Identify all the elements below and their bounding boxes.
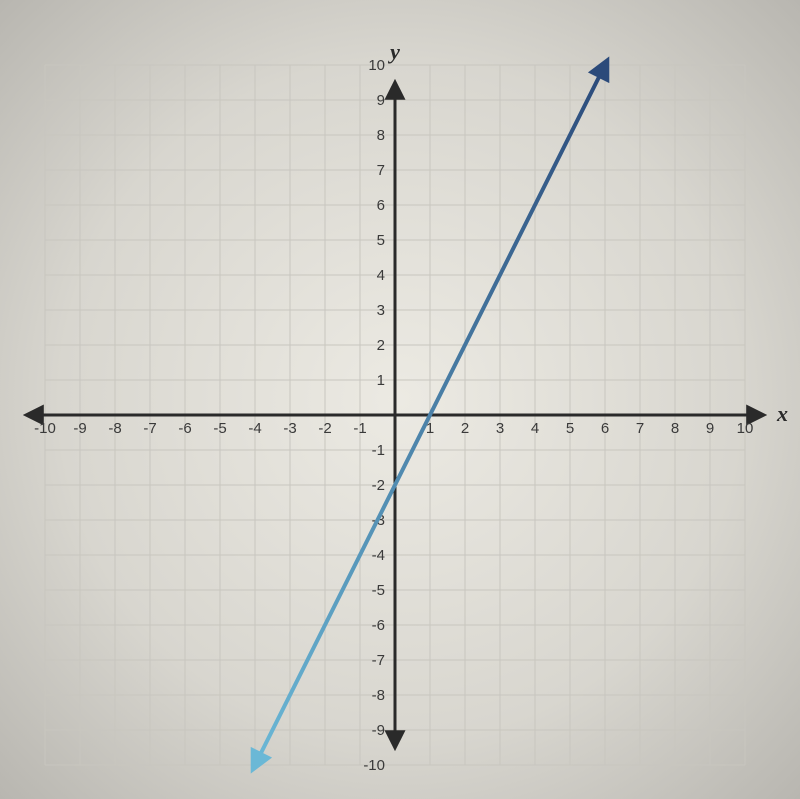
y-tick-label: 10: [368, 57, 385, 74]
y-tick-label: -2: [372, 477, 385, 494]
x-tick-label: -8: [108, 420, 121, 437]
x-tick-label: -1: [353, 420, 366, 437]
x-tick-label: 9: [706, 420, 714, 437]
y-tick-label: -6: [372, 617, 385, 634]
x-tick-label: -9: [73, 420, 86, 437]
x-tick-label: 7: [636, 420, 644, 437]
y-tick-label: 9: [377, 92, 385, 109]
y-tick-label: 4: [377, 267, 385, 284]
y-tick-label: 3: [377, 302, 385, 319]
x-tick-label: 5: [566, 420, 574, 437]
x-tick-label: -3: [283, 420, 296, 437]
y-tick-label: 5: [377, 232, 385, 249]
x-tick-label: 6: [601, 420, 609, 437]
x-tick-label: 10: [737, 420, 754, 437]
graph-container: -10 -9 -8 -7 -6 -5 -4 -3 -2 -1 1 2 3 4 5 6 7 8 9 10 -10 -9 -8 -…: [0, 0, 800, 799]
y-tick-label: -10: [363, 757, 385, 774]
y-tick-label: -8: [372, 687, 385, 704]
x-tick-label: 4: [531, 420, 539, 437]
y-tick-label: 7: [377, 162, 385, 179]
x-tick-label: 8: [671, 420, 679, 437]
x-tick-label: -5: [213, 420, 226, 437]
x-tick-label: -6: [178, 420, 191, 437]
y-tick-label: 6: [377, 197, 385, 214]
y-tick-label: 8: [377, 127, 385, 144]
x-tick-label: -10: [34, 420, 56, 437]
y-tick-label: 2: [377, 337, 385, 354]
y-tick-label: -7: [372, 652, 385, 669]
x-tick-label: -7: [143, 420, 156, 437]
y-tick-label: -9: [372, 722, 385, 739]
y-tick-label: -4: [372, 547, 385, 564]
coordinate-plane: -10 -9 -8 -7 -6 -5 -4 -3 -2 -1 1 2 3 4 5 6 7 8 9 10 -10 -9 -8 -…: [0, 0, 800, 799]
x-tick-label: 3: [496, 420, 504, 437]
x-tick-label: 2: [461, 420, 469, 437]
x-axis-label: x: [776, 401, 788, 426]
y-tick-label: -1: [372, 442, 385, 459]
x-tick-label: -2: [318, 420, 331, 437]
y-axis-label: y: [387, 39, 400, 64]
y-tick-label: -5: [372, 582, 385, 599]
x-tick-label: -4: [248, 420, 261, 437]
y-tick-label: 1: [377, 372, 385, 389]
